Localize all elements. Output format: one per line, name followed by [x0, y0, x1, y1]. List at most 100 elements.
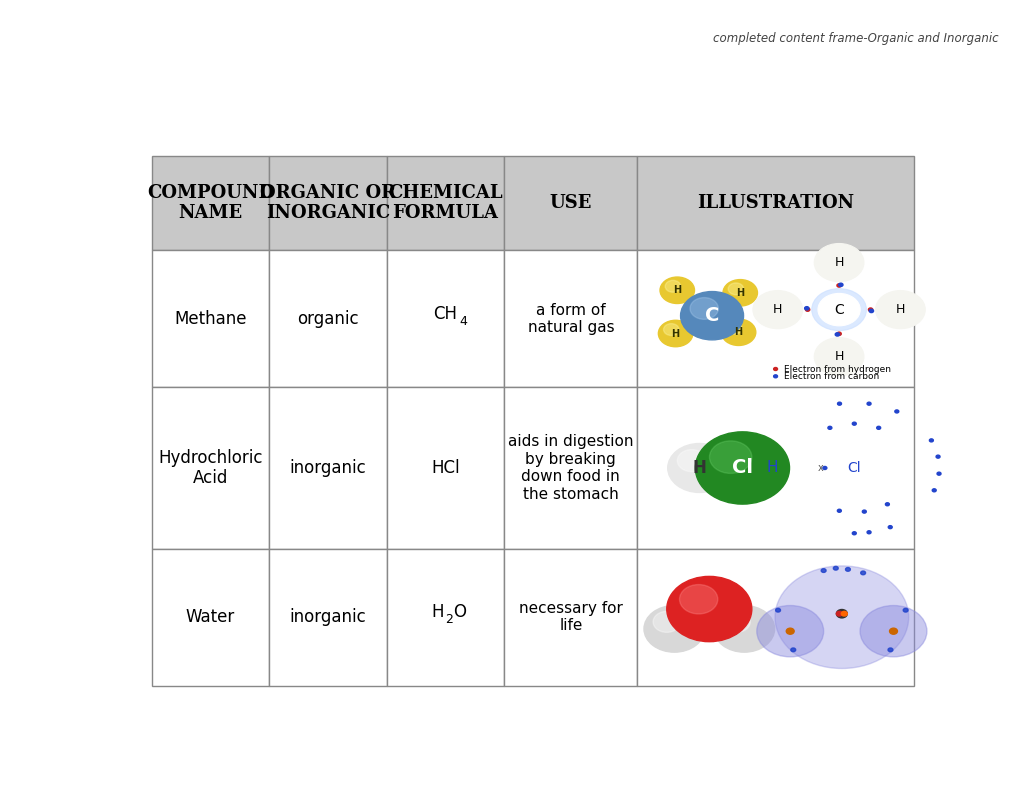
- Circle shape: [818, 293, 860, 326]
- FancyBboxPatch shape: [638, 156, 913, 250]
- FancyBboxPatch shape: [387, 156, 504, 250]
- FancyBboxPatch shape: [387, 549, 504, 686]
- Text: Water: Water: [186, 608, 236, 626]
- Text: COMPOUND
NAME: COMPOUND NAME: [147, 184, 274, 222]
- Circle shape: [828, 448, 880, 488]
- Text: H: H: [734, 327, 742, 337]
- Circle shape: [861, 571, 865, 575]
- Text: O: O: [454, 604, 466, 621]
- Text: H: H: [673, 286, 681, 295]
- Text: H: H: [773, 303, 782, 316]
- Circle shape: [680, 585, 718, 614]
- Circle shape: [836, 333, 840, 336]
- FancyBboxPatch shape: [638, 250, 913, 388]
- Circle shape: [888, 526, 892, 528]
- Text: Hydrochloric
Acid: Hydrochloric Acid: [159, 448, 263, 487]
- Circle shape: [876, 290, 926, 329]
- Text: H: H: [736, 288, 744, 298]
- Circle shape: [695, 432, 790, 504]
- Text: ORGANIC OR
INORGANIC: ORGANIC OR INORGANIC: [260, 184, 396, 222]
- FancyBboxPatch shape: [504, 250, 638, 388]
- Circle shape: [821, 569, 826, 573]
- Circle shape: [888, 648, 893, 652]
- Text: H: H: [835, 350, 844, 363]
- Text: ILLUSTRATION: ILLUSTRATION: [697, 194, 854, 212]
- Circle shape: [932, 489, 936, 492]
- Circle shape: [895, 410, 899, 413]
- Text: H: H: [672, 328, 680, 339]
- Text: Cl: Cl: [848, 461, 861, 475]
- Circle shape: [937, 472, 941, 475]
- Circle shape: [869, 309, 873, 312]
- Text: completed content frame-Organic and Inorganic: completed content frame-Organic and Inor…: [713, 32, 998, 44]
- Circle shape: [886, 503, 890, 505]
- Circle shape: [868, 308, 872, 312]
- Text: a form of
natural gas: a form of natural gas: [527, 302, 614, 335]
- FancyBboxPatch shape: [504, 388, 638, 549]
- Circle shape: [668, 444, 731, 493]
- Circle shape: [728, 283, 743, 295]
- Text: Methane: Methane: [174, 310, 247, 327]
- Text: H: H: [767, 460, 778, 475]
- FancyBboxPatch shape: [152, 156, 269, 250]
- Circle shape: [805, 307, 809, 310]
- Circle shape: [862, 510, 866, 513]
- Text: CHEMICAL
FORMULA: CHEMICAL FORMULA: [388, 184, 503, 222]
- Circle shape: [774, 375, 777, 378]
- Circle shape: [838, 509, 842, 513]
- Circle shape: [837, 611, 843, 616]
- Circle shape: [903, 608, 908, 612]
- Text: organic: organic: [297, 310, 358, 327]
- FancyBboxPatch shape: [152, 549, 269, 686]
- Text: C: C: [705, 306, 719, 325]
- FancyBboxPatch shape: [638, 549, 913, 686]
- Text: x: x: [817, 463, 823, 473]
- Circle shape: [839, 283, 843, 286]
- Text: Electron from carbon: Electron from carbon: [783, 372, 879, 380]
- FancyBboxPatch shape: [152, 388, 269, 549]
- Text: 2: 2: [444, 613, 453, 626]
- Text: Electron from hydrogen: Electron from hydrogen: [783, 365, 891, 373]
- Circle shape: [890, 628, 897, 634]
- Circle shape: [757, 606, 823, 657]
- FancyBboxPatch shape: [269, 388, 387, 549]
- Circle shape: [753, 290, 803, 329]
- FancyBboxPatch shape: [504, 156, 638, 250]
- Circle shape: [852, 422, 856, 426]
- Text: Cl: Cl: [732, 459, 753, 478]
- Text: HCl: HCl: [431, 459, 460, 477]
- Circle shape: [791, 648, 796, 652]
- Circle shape: [852, 532, 856, 535]
- Circle shape: [823, 467, 826, 470]
- Text: H: H: [896, 303, 905, 316]
- Circle shape: [867, 402, 871, 405]
- Circle shape: [828, 426, 831, 430]
- FancyBboxPatch shape: [269, 250, 387, 388]
- Circle shape: [723, 611, 751, 632]
- Text: H: H: [835, 256, 844, 269]
- Circle shape: [834, 566, 839, 570]
- Circle shape: [814, 338, 864, 376]
- Circle shape: [666, 280, 681, 292]
- Circle shape: [733, 437, 812, 498]
- Circle shape: [653, 611, 680, 632]
- FancyBboxPatch shape: [269, 156, 387, 250]
- Circle shape: [936, 455, 940, 458]
- Circle shape: [860, 606, 927, 657]
- Circle shape: [723, 279, 758, 306]
- FancyBboxPatch shape: [269, 549, 387, 686]
- Circle shape: [806, 308, 810, 312]
- Circle shape: [930, 439, 933, 442]
- Circle shape: [775, 566, 908, 668]
- Circle shape: [837, 610, 847, 618]
- Circle shape: [775, 608, 780, 612]
- Text: H: H: [692, 459, 707, 477]
- Circle shape: [838, 402, 842, 405]
- Circle shape: [726, 322, 742, 335]
- Circle shape: [842, 611, 847, 616]
- Text: C: C: [835, 303, 844, 316]
- FancyBboxPatch shape: [638, 388, 913, 549]
- Circle shape: [690, 297, 719, 320]
- FancyBboxPatch shape: [387, 388, 504, 549]
- Text: necessary for
life: necessary for life: [519, 601, 623, 634]
